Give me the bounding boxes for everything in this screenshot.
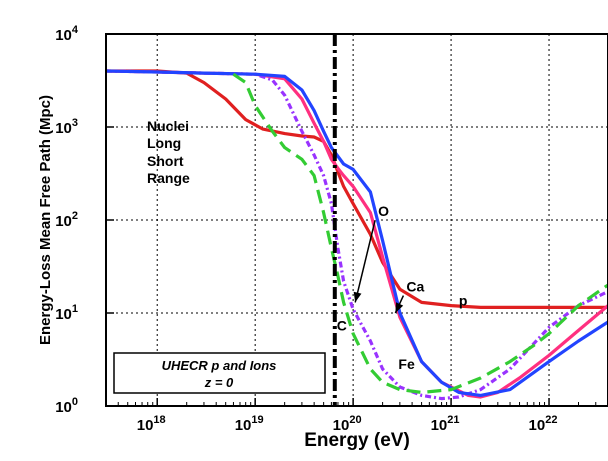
x-axis-label: Energy (eV) xyxy=(304,430,410,451)
info-box-line-1: UHECR p and Ions xyxy=(162,358,277,373)
range-note-line-1: Nuclei xyxy=(147,118,189,134)
annotation-p: p xyxy=(459,293,468,309)
annotation-arrowhead xyxy=(353,291,362,303)
info-box-line-2: z = 0 xyxy=(204,375,234,390)
axis-ticks: 1018 1019 1020 1021 1022 100 101 102 103 104 xyxy=(55,24,597,434)
x-tick-label: 1019 xyxy=(235,414,264,434)
series-line-p xyxy=(106,69,608,309)
y-tick-label: 100 xyxy=(55,396,78,416)
y-tick-label: 102 xyxy=(55,210,78,230)
x-tick-label: 1018 xyxy=(137,414,166,434)
series-line-fe xyxy=(106,69,608,397)
annotation-o: O xyxy=(378,203,389,219)
range-note-line-3: Short xyxy=(147,153,184,169)
annotation-arrowhead xyxy=(395,302,404,313)
annotation-arrow-line xyxy=(354,219,376,303)
annotation-c: C xyxy=(337,317,347,333)
plot-area xyxy=(106,34,608,406)
x-tick-label: 1020 xyxy=(333,414,362,434)
y-tick-label: 103 xyxy=(55,117,78,137)
grid-lines xyxy=(106,34,608,406)
annotations: O Ca p C Fe xyxy=(337,203,468,372)
annotation-fe: Fe xyxy=(398,356,415,372)
annotation-ca: Ca xyxy=(406,279,424,295)
range-note-line-2: Long xyxy=(147,135,181,151)
range-note: Nuclei Long Short Range xyxy=(147,118,190,186)
y-tick-label: 104 xyxy=(55,24,79,44)
series-line-c xyxy=(232,72,608,394)
y-axis-label: Energy-Loss Mean Free Path (Mpc) xyxy=(37,95,54,345)
x-tick-label: 1022 xyxy=(529,414,558,434)
x-tick-label: 1021 xyxy=(431,414,460,434)
range-note-line-4: Range xyxy=(147,170,190,186)
y-tick-label: 101 xyxy=(55,303,78,323)
info-box-frame xyxy=(113,352,326,394)
series-line-ca xyxy=(106,69,608,401)
info-box: UHECR p and Ions z = 0 xyxy=(113,352,326,394)
